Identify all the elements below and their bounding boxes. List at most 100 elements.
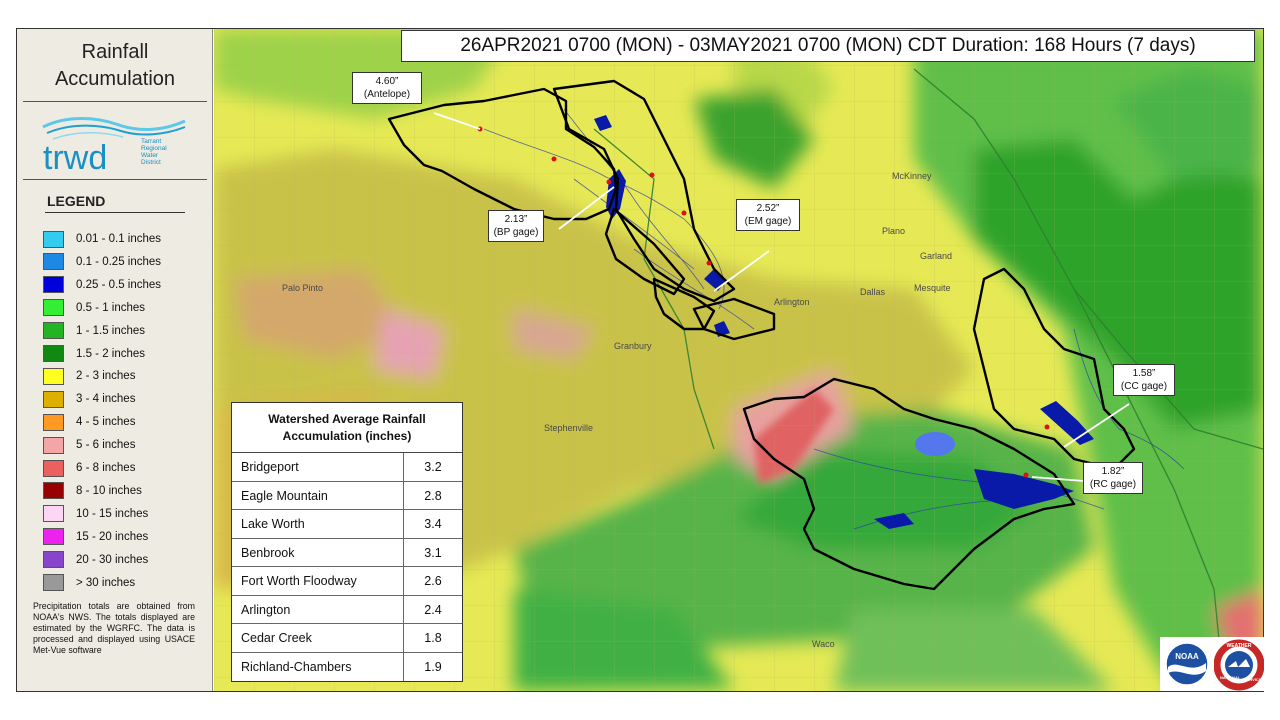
legend-label: 10 - 15 inches	[76, 507, 149, 520]
watershed-eagle-mountain	[552, 79, 736, 303]
legend-swatch	[43, 436, 64, 454]
table-row: Richland-Chambers 1.9	[232, 652, 462, 681]
legend-label: 4 - 5 inches	[76, 416, 136, 429]
gage-label: (CC gage)	[1120, 381, 1168, 392]
city-label-plano: Plano	[882, 226, 905, 236]
gage-callout-cc: 1.58” (CC gage)	[1113, 364, 1175, 396]
sidebar-title-line2: Accumulation	[54, 68, 176, 90]
gage-value: 4.60”	[375, 76, 399, 87]
legend-swatch	[43, 276, 64, 294]
legend-swatch	[43, 551, 64, 569]
gage-value: 2.52”	[756, 203, 780, 214]
legend-label: 0.5 - 1 inches	[76, 301, 146, 314]
watershed-arlington	[692, 297, 776, 341]
legend-swatch	[43, 322, 64, 340]
city-label-waco: Waco	[812, 639, 835, 649]
table-row: Cedar Creek 1.8	[232, 624, 462, 653]
nws-logo: WEATHER NATIONAL SERVICE	[1214, 637, 1264, 691]
legend-item: 4 - 5 inches	[43, 412, 135, 432]
sidebar-title-line1: Rainfall	[81, 41, 149, 63]
gage-label: (Antelope)	[363, 89, 411, 100]
watershed-rainfall-value: 3.2	[424, 460, 442, 474]
legend-swatch	[43, 390, 64, 408]
logo-org-line3: Water	[141, 152, 159, 159]
nws-logo-right-text: SERVICE	[1244, 677, 1262, 682]
watershed-rainfall-value: 3.4	[424, 517, 442, 531]
legend-swatch	[43, 230, 64, 248]
watershed-rainfall-value: 3.1	[424, 545, 442, 560]
watershed-name: Cedar Creek	[232, 624, 404, 652]
watershed-rainfall-value: 1.8	[424, 631, 442, 645]
legend-item: > 30 inches	[43, 573, 135, 593]
legend-item: 0.5 - 1 inches	[43, 298, 145, 318]
map-frame: Rainfall Accumulation trwd Tarrant Regio…	[16, 28, 1264, 692]
watershed-outlines	[387, 79, 1136, 591]
legend-swatch	[43, 505, 64, 523]
watershed-rainfall-value: 2.4	[424, 602, 442, 617]
table-row: Arlington 2.4	[232, 595, 462, 624]
legend-item: 5 - 6 inches	[43, 435, 135, 455]
nws-logo-left-text: NATIONAL	[1220, 675, 1241, 680]
legend-label: 3 - 4 inches	[76, 393, 136, 406]
table-title-line2: Accumulation (inches)	[282, 429, 412, 443]
table-row: Eagle Mountain 2.8	[232, 481, 462, 510]
legend-label: 2 - 3 inches	[76, 370, 136, 383]
legend-swatch	[43, 528, 64, 546]
noaa-logo: NOAA	[1160, 637, 1214, 691]
legend-item: 0.01 - 0.1 inches	[43, 229, 161, 249]
logo-org-line1: Tarrant	[141, 138, 161, 145]
table-row: Lake Worth 3.4	[232, 510, 462, 539]
trwd-logo: trwd Tarrant Regional Water District	[42, 117, 186, 177]
city-label-arlington: Arlington	[774, 297, 810, 307]
table-title-line1: Watershed Average Rainfall	[268, 412, 426, 426]
gage-callout-em: 2.52” (EM gage)	[736, 199, 800, 231]
time-range-banner: 26APR2021 0700 (MON) - 03MAY2021 0700 (M…	[401, 30, 1255, 62]
noaa-logo-text: NOAA	[1175, 652, 1199, 661]
logo-org-line2: Regional	[141, 145, 167, 152]
city-label-palo-pinto: Palo Pinto	[282, 283, 323, 293]
legend-item: 15 - 20 inches	[43, 527, 148, 547]
logo-org-line4: District	[141, 159, 161, 166]
watershed-name: Bridgeport	[232, 453, 404, 481]
nws-logo-top-text: WEATHER	[1227, 643, 1252, 649]
watershed-name: Arlington	[232, 595, 404, 623]
gage-value: 2.13”	[504, 214, 528, 225]
watershed-name: Richland-Chambers	[232, 652, 404, 681]
city-label-mesquite: Mesquite	[914, 283, 951, 293]
gage-callout-bp: 2.13” (BP gage)	[488, 210, 544, 242]
legend-swatch	[43, 345, 64, 362]
city-label-dallas: Dallas	[860, 287, 886, 297]
legend-item: 10 - 15 inches	[43, 504, 148, 524]
legend-label: 5 - 6 inches	[76, 439, 136, 452]
legend-item: 6 - 8 inches	[43, 458, 135, 478]
city-label-granbury: Granbury	[614, 341, 652, 351]
data-source-note: Precipitation totals are obtained from N…	[33, 601, 195, 655]
city-label-stephenville: Stephenville	[544, 423, 593, 433]
legend-swatch	[43, 299, 64, 317]
legend-label: 0.25 - 0.5 inches	[76, 278, 162, 291]
sidebar-divider	[23, 179, 207, 180]
callout-leaders	[433, 112, 1130, 482]
gage-value: 1.82”	[1101, 466, 1125, 477]
sidebar-divider	[23, 101, 207, 102]
gage-callout-antelope: 4.60” (Antelope)	[352, 72, 422, 104]
rainfall-map[interactable]: Plano Garland Dallas Arlington Waco Mesq…	[214, 29, 1263, 691]
watershed-lake-worth	[604, 207, 686, 296]
watershed-bridgeport	[387, 87, 618, 221]
legend-swatch	[43, 459, 64, 477]
table-row: Bridgeport 3.2	[232, 453, 462, 482]
gage-label: (EM gage)	[744, 216, 792, 227]
sidebar: Rainfall Accumulation trwd Tarrant Regio…	[17, 29, 213, 691]
table-title: Watershed Average Rainfall Accumulation …	[232, 403, 462, 453]
logo-wordmark: trwd	[43, 139, 107, 177]
legend-swatch	[43, 482, 64, 500]
legend-item: 1 - 1.5 inches	[43, 321, 145, 341]
watershed-rainfall-table: Watershed Average Rainfall Accumulation …	[231, 402, 463, 682]
legend-label: 20 - 30 inches	[76, 553, 149, 566]
city-labels: Plano Garland Dallas Arlington Waco Mesq…	[282, 171, 952, 649]
sidebar-title: Rainfall Accumulation	[17, 39, 213, 93]
legend-swatch	[43, 253, 64, 271]
gage-label: (RC gage)	[1089, 479, 1137, 490]
gage-markers	[477, 126, 1050, 478]
watershed-cedar-creek	[972, 267, 1136, 471]
